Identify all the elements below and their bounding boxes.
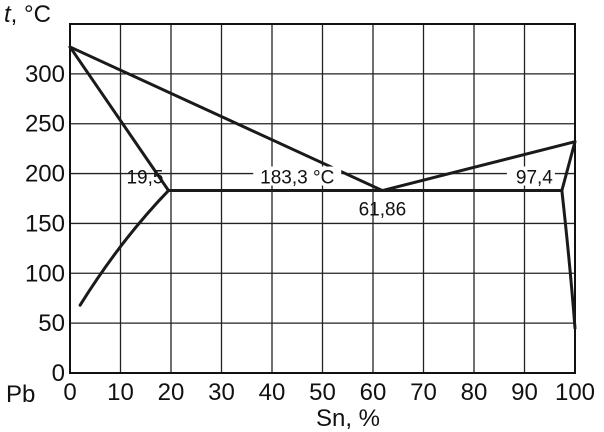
- tick-labels: 0 10 20 30 40 50 60 70 80 90 100 0 50 100 150 200 250 300: [25, 61, 595, 406]
- x-tick-label: 0: [63, 379, 76, 406]
- x-tick-label: 60: [360, 379, 387, 406]
- phase-boundary-line: [560, 189, 577, 330]
- x-tick-label: 30: [208, 379, 235, 406]
- phase-boundary-line: [78, 189, 170, 307]
- annotation-label: 97,4: [516, 168, 553, 189]
- x-tick-label: 40: [259, 379, 286, 406]
- y-axis-label-unit: , °C: [11, 1, 51, 28]
- origin-label: Pb: [6, 381, 35, 408]
- grid: [69, 23, 576, 374]
- y-tick-label: 250: [25, 111, 65, 138]
- annotation-background: [506, 166, 555, 186]
- y-tick-label: 0: [52, 360, 65, 387]
- annotation-background: [253, 166, 342, 186]
- y-tick-label: 150: [25, 210, 65, 237]
- x-tick-label: 80: [461, 379, 488, 406]
- y-axis-label-symbol: t: [4, 1, 12, 28]
- plot-frame: [69, 23, 576, 374]
- x-axis-label: Sn, %: [316, 405, 380, 432]
- y-tick-label: 50: [38, 310, 65, 337]
- x-tick-label: 70: [410, 379, 437, 406]
- annotation-label: 19,5: [126, 168, 163, 189]
- x-tick-label: 100: [555, 379, 595, 406]
- annotation-label: 61,86: [359, 200, 407, 221]
- annotations: 19,5 183,3 °C 61,86 97,4: [126, 166, 555, 221]
- y-tick-label: 100: [25, 260, 65, 287]
- x-tick-label: 10: [107, 379, 134, 406]
- y-tick-label: 300: [25, 61, 65, 88]
- y-axis-label: t, °C: [4, 1, 51, 28]
- x-tick-label: 50: [309, 379, 336, 406]
- x-tick-label: 20: [158, 379, 185, 406]
- y-tick-label: 200: [25, 161, 65, 188]
- annotation-label: 183,3 °C: [260, 168, 334, 189]
- x-tick-label: 90: [511, 379, 538, 406]
- phase-boundary-line: [380, 140, 577, 193]
